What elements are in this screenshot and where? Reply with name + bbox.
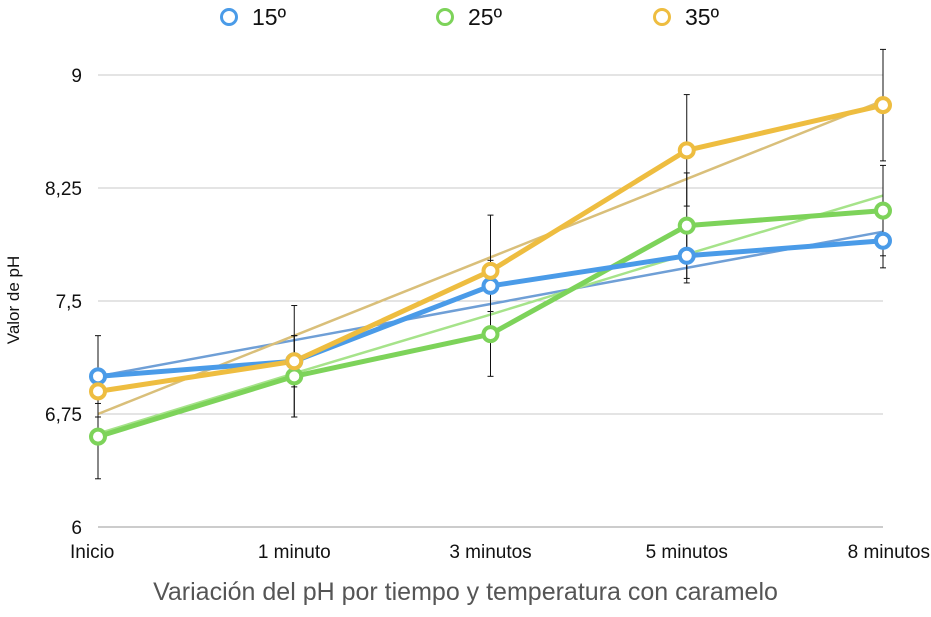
y-tick-label: 8,25	[45, 179, 82, 200]
legend-item-35: 35º	[653, 2, 719, 32]
legend-item-15: 15º	[220, 2, 286, 32]
legend-swatch-15	[220, 8, 238, 26]
data-point-series-0	[481, 276, 500, 295]
data-point-series-1	[481, 325, 500, 344]
data-point-series-2	[481, 261, 500, 280]
data-point-series-0	[89, 367, 107, 386]
legend: 15º 25º 35º	[0, 2, 931, 32]
legend-item-25: 25º	[436, 2, 502, 32]
y-tick-label: 7,5	[56, 292, 82, 313]
legend-label-15: 15º	[252, 3, 286, 30]
chart-title: Variación del pH por tiempo y temperatur…	[153, 578, 778, 606]
data-point-series-2	[874, 96, 892, 115]
legend-label-35: 35º	[685, 3, 719, 30]
data-point-series-0	[677, 246, 696, 265]
x-tick-label: Inicio	[70, 542, 114, 563]
data-point-series-1	[89, 427, 107, 446]
data-point-series-2	[89, 382, 107, 401]
x-tick-label: 3 minutos	[449, 542, 531, 563]
data-point-series-0	[874, 231, 892, 250]
data-point-series-2	[677, 141, 696, 160]
x-tick-label: 5 minutos	[646, 542, 728, 563]
data-point-series-2	[285, 352, 304, 371]
data-point-series-1	[285, 367, 304, 386]
y-tick-label: 6	[71, 518, 82, 539]
x-tick-label: 1 minuto	[258, 542, 331, 563]
legend-swatch-35	[653, 8, 671, 26]
legend-swatch-25	[436, 8, 454, 26]
y-tick-label: 6,75	[45, 405, 82, 426]
x-tick-label: 8 minutos	[848, 542, 930, 563]
data-point-series-1	[874, 201, 892, 220]
y-tick-label: 9	[71, 66, 82, 87]
y-axis-title: Valor de pH	[4, 255, 23, 345]
legend-label-25: 25º	[468, 3, 502, 30]
data-point-series-1	[677, 216, 696, 235]
